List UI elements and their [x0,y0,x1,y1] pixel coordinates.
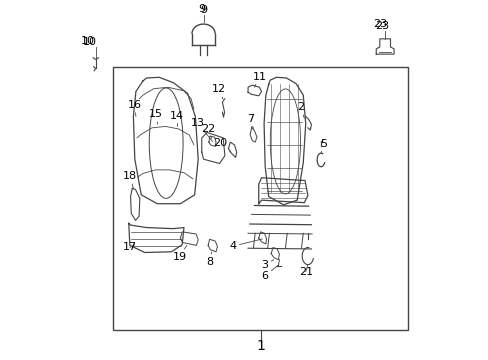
Text: 19: 19 [172,246,186,262]
Text: 13: 13 [190,118,212,141]
Text: 8: 8 [205,252,213,267]
Text: 5: 5 [320,139,326,153]
Text: 20: 20 [213,138,230,152]
Text: 11: 11 [252,72,266,87]
Text: 7: 7 [247,114,254,129]
Text: 1: 1 [256,339,264,353]
Text: 10: 10 [81,36,95,46]
Text: 23: 23 [373,19,387,29]
Text: 22: 22 [201,123,215,139]
Text: 9: 9 [198,4,205,14]
Text: 15: 15 [149,109,163,124]
Text: 9: 9 [200,5,207,15]
Text: 14: 14 [169,111,183,126]
Text: 4: 4 [229,239,262,251]
Text: 3: 3 [261,260,273,270]
Text: 6: 6 [261,265,277,281]
Text: 17: 17 [122,243,137,252]
Text: 21: 21 [298,265,312,277]
Text: 16: 16 [127,100,142,117]
Text: 2: 2 [297,102,304,118]
Bar [113,67,407,330]
Text: 23: 23 [375,21,389,31]
Text: 18: 18 [122,171,137,188]
Ellipse shape [149,88,183,198]
Text: 12: 12 [211,84,225,99]
Text: 10: 10 [82,37,97,47]
